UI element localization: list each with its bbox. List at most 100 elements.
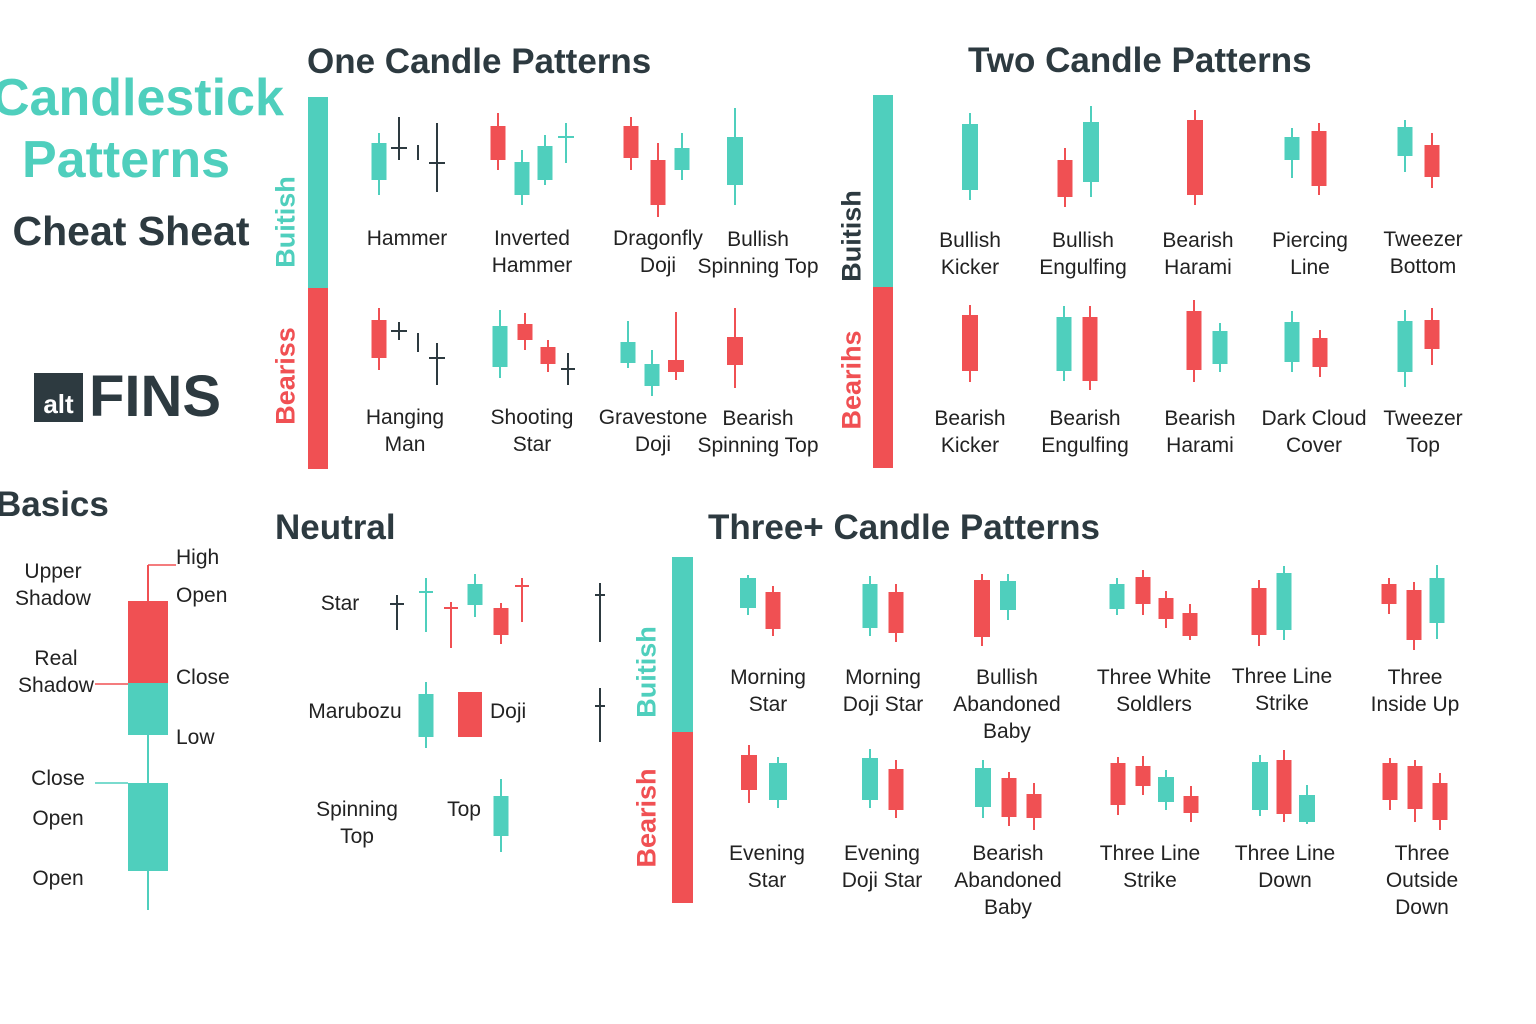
bearish-candle-body: [1057, 160, 1073, 197]
bullish-candle-body: [418, 694, 434, 737]
bullish-candle-body: [1276, 573, 1292, 630]
label-upper-shadow: Upper Shadow: [15, 560, 91, 610]
label-open-left-2: Open: [32, 867, 84, 890]
neutral-title: Neutral: [275, 508, 396, 547]
label-open-right: Open: [176, 584, 228, 607]
bearish-candle-body: [1182, 613, 1198, 636]
bullish-candle-body: [1397, 127, 1413, 156]
one-candle-bearish-label: Beariss: [270, 327, 301, 425]
bearish-candle-body: [1183, 796, 1199, 813]
pattern-inverted-hammer: Inverted Hammer: [491, 227, 573, 277]
pattern-bearish-abandoned-baby: Bearish Abandoned Baby: [954, 842, 1062, 919]
bearish-candle-body: [888, 592, 904, 633]
pattern-three-line-strike-bullish: Three Line Strike: [1231, 665, 1333, 715]
label-high: High: [176, 546, 220, 569]
label-close-left: Close: [31, 767, 85, 790]
bullish-candle-body: [962, 124, 978, 190]
pattern-bullish-kicker: Bullish Kicker: [939, 229, 1001, 279]
bullish-candle-body: [727, 137, 743, 185]
pattern-three-inside-up: Three Inside Up: [1370, 666, 1460, 716]
bearish-candle-body: [1082, 317, 1098, 381]
bullish-candle-body: [1429, 578, 1445, 623]
two-candle-title: Two Candle Patterns: [968, 41, 1312, 80]
bullish-candle-body: [492, 326, 508, 367]
bearish-candle-body: [1135, 766, 1151, 786]
basics-bearish-body: [128, 601, 168, 683]
bearish-candle-body: [1381, 584, 1397, 604]
pattern-bearish-spinning-top: Bearish Spinning Top: [697, 407, 819, 457]
three-candle-bullish-label: Buitish: [631, 626, 662, 718]
bearish-candle-body: [1186, 311, 1202, 370]
pattern-three-line-strike-bearish: Three Line Strike: [1099, 842, 1201, 892]
bullish-candle-body: [493, 796, 509, 836]
pattern-hammer: Hammer: [366, 227, 448, 250]
bullish-candle-body: [1083, 122, 1099, 182]
three-candle-bearish-label: Bearish: [631, 768, 662, 868]
bearish-candle-body: [1187, 120, 1203, 195]
bearish-candle-body: [1251, 588, 1267, 635]
bullish-candle-body: [371, 143, 387, 180]
bearish-candle-body: [1406, 590, 1422, 640]
pattern-dragonfly-doji: Dragonfly Doji: [613, 227, 703, 277]
pattern-evening-doji-star: Evening Doji Star: [841, 842, 923, 892]
one-candle-title: One Candle Patterns: [307, 42, 652, 81]
pattern-dark-cloud-cover: Dark Cloud Cover: [1261, 407, 1367, 457]
bullish-candle-body: [862, 584, 878, 628]
three-candle-bearish-bar: [672, 732, 693, 903]
label-marubozu: Marubozu: [308, 700, 402, 723]
pattern-three-outside-down: Three Outside Down: [1385, 842, 1459, 919]
logo-alt-box: alt: [34, 372, 83, 422]
bullish-candle-body: [1000, 581, 1016, 610]
bearish-candle-body: [458, 692, 482, 737]
bullish-candle-body: [514, 162, 530, 195]
pattern-bearish-kicker: Bearish Kicker: [934, 407, 1006, 457]
bearish-candle-body: [623, 126, 639, 158]
bullish-candle-body: [1252, 762, 1268, 810]
one-candle-bearish-bar: [308, 288, 328, 469]
bullish-candle-body: [644, 364, 660, 386]
altfins-logo: alt FINS: [34, 368, 221, 426]
two-candle-bullish-label: Buitish: [836, 190, 867, 282]
subtitle: Cheat Sheat: [12, 208, 250, 254]
bullish-candle-body: [1397, 321, 1413, 372]
pattern-gravestone-doji: Gravestone Doji: [598, 406, 708, 456]
pattern-piercing-line: Piercing Line: [1272, 229, 1348, 279]
basics-lower-bullish-body: [128, 783, 168, 871]
pattern-bullish-spinning-top: Bullish Spinning Top: [697, 228, 819, 278]
bearish-candle-body: [1276, 760, 1292, 814]
two-candle-bearish-label: Bearihs: [836, 330, 867, 430]
bearish-candle-body: [727, 337, 743, 365]
pattern-tweezer-top: Tweezer Top: [1383, 407, 1463, 457]
pattern-bullish-engulfing: Bullish Engulfing: [1039, 229, 1127, 279]
three-candle-bullish-bar: [672, 557, 693, 732]
bullish-candle-body: [1158, 777, 1174, 802]
bearish-candle-body: [1135, 577, 1151, 604]
title-line-1: Candlestick: [0, 69, 284, 127]
label-spinning-top: Spinning Top: [316, 798, 398, 848]
bearish-candle-body: [1382, 763, 1398, 800]
pattern-bearish-engulfing: Bearish Engulfing: [1041, 407, 1129, 457]
bullish-candle-body: [674, 148, 690, 170]
bearish-candle-body: [974, 580, 990, 637]
bearish-candle-body: [1026, 794, 1042, 818]
label-doji: Doji: [490, 700, 527, 723]
bullish-candle-body: [1284, 137, 1300, 160]
basics-title: Basics: [0, 485, 109, 524]
bullish-candle-body: [537, 146, 553, 180]
bearish-candle-body: [1110, 763, 1126, 805]
pattern-shooting-star: Shooting Star: [490, 406, 574, 456]
label-star: Star: [320, 592, 360, 615]
pattern-morning-star: Morning Star: [730, 666, 806, 716]
bullish-candle-body: [1212, 331, 1228, 364]
bullish-candle-body: [1299, 795, 1315, 822]
pattern-tweezer-bottom: Tweezer Bottom: [1383, 228, 1463, 278]
title-line-2: Patterns: [21, 131, 231, 189]
bearish-candle-body: [1432, 783, 1448, 820]
bearish-candle-body: [490, 126, 506, 160]
pattern-evening-star: Evening Star: [729, 842, 805, 892]
bullish-candle-body: [1109, 584, 1125, 609]
pattern-bearish-harami-top: Bearish Harami: [1162, 229, 1234, 279]
three-candle-title: Three+ Candle Patterns: [708, 508, 1100, 547]
pattern-three-line-down: Three Line Down: [1234, 842, 1336, 892]
bullish-candle-body: [769, 763, 787, 800]
